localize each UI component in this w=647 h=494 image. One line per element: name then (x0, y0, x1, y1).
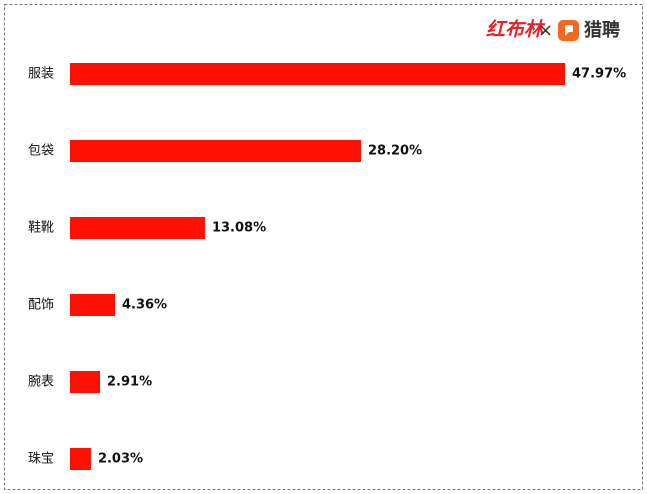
category-label: 珠宝 (28, 452, 54, 467)
data-label: 47.97% (572, 67, 626, 82)
data-label: 13.08% (212, 221, 266, 236)
bar (70, 140, 361, 162)
frame (4, 4, 643, 490)
bar (70, 294, 115, 316)
bar (70, 371, 101, 393)
category-label: 包袋 (28, 144, 54, 159)
bar (70, 448, 91, 470)
data-label: 2.03% (98, 452, 143, 467)
brand-name: 猎聘 (584, 19, 620, 41)
bar (70, 217, 205, 239)
data-label: 28.20% (368, 144, 422, 159)
category-label: 鞋靴 (28, 220, 54, 236)
brand-x: × (538, 20, 553, 41)
category-label: 服装 (28, 67, 54, 82)
bar (70, 63, 565, 85)
category-label: 腕表 (28, 374, 54, 390)
brand-red: 红布林 (486, 19, 546, 41)
data-label: 2.91% (107, 375, 152, 390)
category-label: 配饰 (28, 298, 54, 313)
data-label: 4.36% (122, 298, 167, 313)
brand-icon-mark (565, 25, 573, 36)
